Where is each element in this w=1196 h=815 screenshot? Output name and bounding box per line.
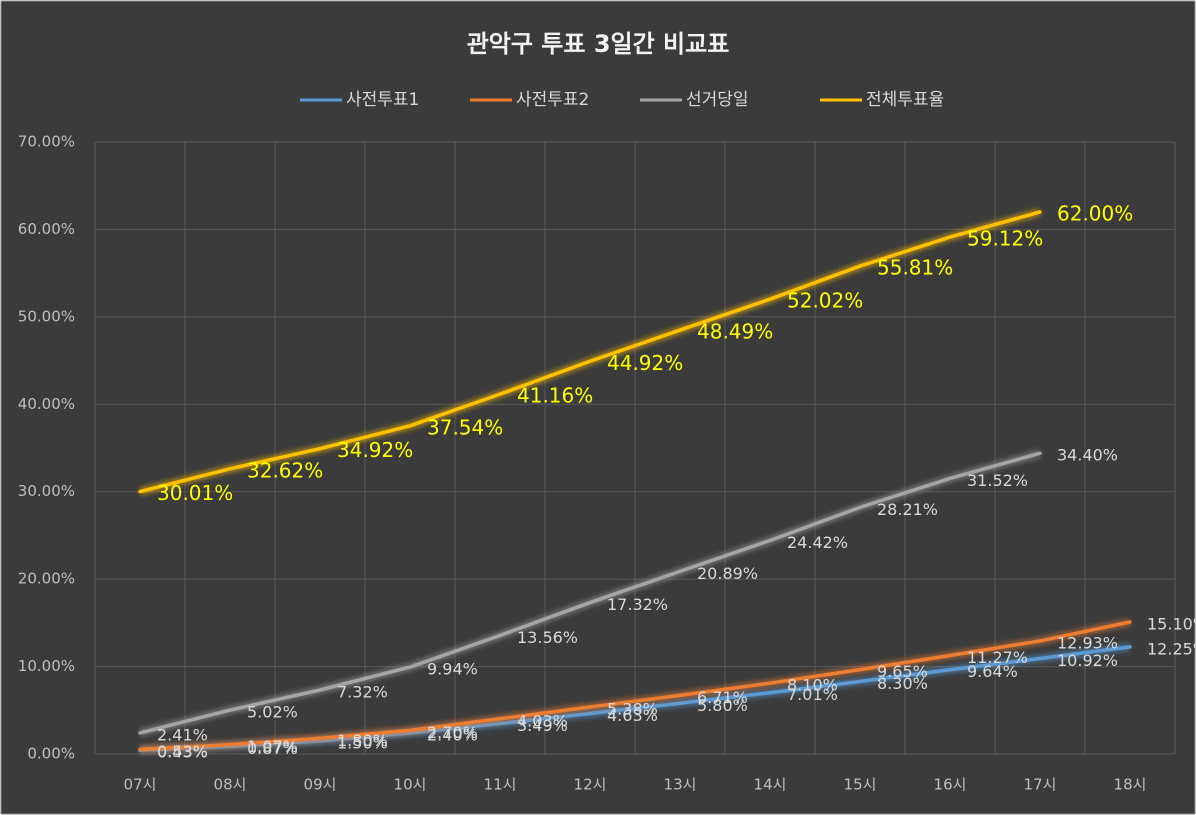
data-label: 13.56% xyxy=(517,628,578,647)
x-tick-label: 11시 xyxy=(484,776,517,794)
data-label: 20.89% xyxy=(697,564,758,583)
x-tick-label: 13시 xyxy=(664,776,697,794)
data-label: 10.92% xyxy=(1057,651,1118,670)
data-label: 34.40% xyxy=(1057,446,1118,465)
data-label: 0.87% xyxy=(247,739,298,758)
data-label: 11.27% xyxy=(967,648,1028,667)
data-label: 6.71% xyxy=(697,688,748,707)
data-label: 52.02% xyxy=(787,289,863,313)
data-label: 30.01% xyxy=(157,481,233,505)
data-label: 4.03% xyxy=(517,711,568,730)
data-label: 8.10% xyxy=(787,676,838,695)
legend-label: 사전투표1 xyxy=(346,90,419,110)
y-tick-label: 30.00% xyxy=(18,482,75,500)
data-label: 17.32% xyxy=(607,595,668,614)
data-label: 9.94% xyxy=(427,660,478,679)
x-tick-label: 09시 xyxy=(304,776,337,794)
y-tick-label: 0.00% xyxy=(27,745,75,763)
data-label: 9.64% xyxy=(967,662,1018,681)
data-label: 9.65% xyxy=(877,662,928,681)
x-tick-label: 17시 xyxy=(1024,776,1057,794)
y-tick-label: 10.00% xyxy=(18,657,75,675)
data-label: 1.80% xyxy=(337,731,388,750)
data-label: 24.42% xyxy=(787,533,848,552)
data-label: 8.30% xyxy=(877,674,928,693)
x-tick-label: 16시 xyxy=(934,776,967,794)
series-line xyxy=(138,620,1132,752)
data-label: 4.63% xyxy=(607,706,658,725)
data-label: 5.38% xyxy=(607,699,658,718)
x-tick-label: 10시 xyxy=(394,776,427,794)
series-line xyxy=(138,210,1042,494)
legend-label: 사전투표2 xyxy=(516,90,589,110)
data-label: 55.81% xyxy=(877,256,953,280)
y-tick-label: 20.00% xyxy=(18,570,75,588)
y-tick-label: 50.00% xyxy=(18,307,75,325)
data-label: 59.12% xyxy=(967,227,1043,251)
data-label: 5.80% xyxy=(697,696,748,715)
data-label: 2.40% xyxy=(427,726,478,745)
y-tick-label: 60.00% xyxy=(18,220,75,238)
data-label: 34.92% xyxy=(337,438,413,462)
legend-label: 전체투표율 xyxy=(866,90,944,110)
data-label: 62.00% xyxy=(1057,201,1133,225)
x-tick-label: 14시 xyxy=(754,776,787,794)
data-label: 2.70% xyxy=(427,723,478,742)
chart-title: 관악구 투표 3일간 비교표 xyxy=(467,30,730,58)
data-label: 32.62% xyxy=(247,458,323,482)
data-label: 2.41% xyxy=(157,725,208,744)
data-label: 15.10% xyxy=(1147,614,1196,633)
y-tick-label: 70.00% xyxy=(18,133,75,151)
data-label: 48.49% xyxy=(697,320,773,344)
y-tick-label: 40.00% xyxy=(18,395,75,413)
x-tick-label: 07시 xyxy=(124,776,157,794)
data-label: 3.49% xyxy=(517,716,568,735)
data-label: 41.16% xyxy=(517,384,593,408)
series-line xyxy=(138,451,1042,735)
data-label: 5.02% xyxy=(247,703,298,722)
data-label: 28.21% xyxy=(877,500,938,519)
data-label: 7.32% xyxy=(337,683,388,702)
data-label: 31.52% xyxy=(967,471,1028,490)
data-label: 7.01% xyxy=(787,685,838,704)
data-label: 12.25% xyxy=(1147,639,1196,658)
data-label: 37.54% xyxy=(427,415,503,439)
data-label: 1.50% xyxy=(337,733,388,752)
x-tick-label: 15시 xyxy=(844,776,877,794)
data-label: 0.53% xyxy=(157,742,208,761)
data-label: 0.43% xyxy=(157,743,208,762)
data-label: 12.93% xyxy=(1057,633,1118,652)
legend-label: 선거당일 xyxy=(686,90,749,110)
data-label: 1.07% xyxy=(247,737,298,756)
x-tick-label: 08시 xyxy=(214,776,247,794)
x-tick-label: 18시 xyxy=(1114,776,1147,794)
x-tick-label: 12시 xyxy=(574,776,607,794)
data-label: 44.92% xyxy=(607,351,683,375)
